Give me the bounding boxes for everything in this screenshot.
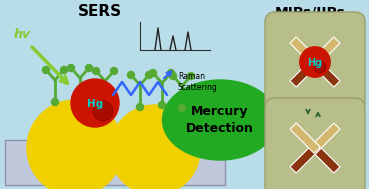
FancyBboxPatch shape bbox=[265, 12, 365, 112]
Circle shape bbox=[71, 79, 119, 127]
Text: Mercury
Detection: Mercury Detection bbox=[186, 105, 254, 135]
Text: hv: hv bbox=[14, 29, 31, 42]
Circle shape bbox=[68, 64, 75, 71]
Circle shape bbox=[76, 97, 83, 104]
Ellipse shape bbox=[162, 80, 277, 160]
Circle shape bbox=[137, 104, 144, 111]
Circle shape bbox=[187, 73, 194, 80]
Circle shape bbox=[168, 70, 175, 77]
Circle shape bbox=[61, 67, 68, 74]
Circle shape bbox=[93, 101, 113, 121]
Circle shape bbox=[169, 73, 176, 80]
Circle shape bbox=[110, 67, 117, 74]
Circle shape bbox=[93, 67, 100, 74]
Polygon shape bbox=[290, 37, 320, 67]
Circle shape bbox=[149, 70, 156, 77]
Text: Hg: Hg bbox=[87, 99, 103, 109]
FancyBboxPatch shape bbox=[265, 98, 365, 189]
Circle shape bbox=[101, 99, 108, 106]
Polygon shape bbox=[310, 123, 340, 153]
Text: MIPs/IIPs: MIPs/IIPs bbox=[275, 5, 345, 19]
Circle shape bbox=[52, 98, 59, 105]
Circle shape bbox=[179, 105, 186, 112]
Text: Substrate: Substrate bbox=[80, 156, 149, 170]
Text: Hg: Hg bbox=[307, 58, 323, 68]
Circle shape bbox=[27, 100, 123, 189]
Text: Raman
Scattering: Raman Scattering bbox=[178, 72, 218, 92]
Circle shape bbox=[86, 64, 93, 71]
Polygon shape bbox=[290, 57, 320, 87]
Polygon shape bbox=[310, 143, 340, 173]
Text: SERS: SERS bbox=[78, 5, 122, 19]
Polygon shape bbox=[290, 143, 320, 173]
Circle shape bbox=[110, 105, 200, 189]
Circle shape bbox=[42, 67, 49, 74]
Circle shape bbox=[300, 47, 330, 77]
Circle shape bbox=[128, 71, 134, 78]
Circle shape bbox=[159, 101, 166, 108]
Polygon shape bbox=[290, 123, 320, 153]
Circle shape bbox=[145, 71, 152, 78]
Circle shape bbox=[314, 61, 326, 73]
Polygon shape bbox=[310, 37, 340, 67]
Bar bbox=[5, 140, 225, 185]
Polygon shape bbox=[310, 57, 340, 87]
